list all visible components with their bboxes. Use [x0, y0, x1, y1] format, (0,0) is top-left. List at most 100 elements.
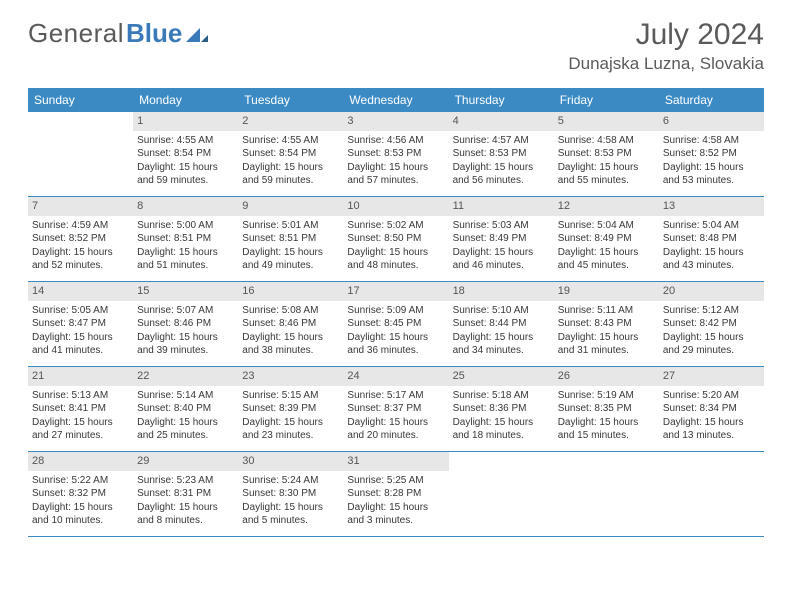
sunset-line: Sunset: 8:46 PM	[137, 317, 234, 331]
day-cell: 18Sunrise: 5:10 AMSunset: 8:44 PMDayligh…	[449, 282, 554, 366]
sunset-line: Sunset: 8:31 PM	[137, 487, 234, 501]
day-number: 23	[238, 367, 343, 386]
weeks-container: 1Sunrise: 4:55 AMSunset: 8:54 PMDaylight…	[28, 112, 764, 537]
sunset-line: Sunset: 8:53 PM	[453, 147, 550, 161]
day-cell: 23Sunrise: 5:15 AMSunset: 8:39 PMDayligh…	[238, 367, 343, 451]
sunset-line: Sunset: 8:49 PM	[453, 232, 550, 246]
brand-logo: General Blue	[28, 18, 208, 49]
day-number: 5	[554, 112, 659, 131]
day-cell: 27Sunrise: 5:20 AMSunset: 8:34 PMDayligh…	[659, 367, 764, 451]
day-cell: 2Sunrise: 4:55 AMSunset: 8:54 PMDaylight…	[238, 112, 343, 196]
sunrise-line: Sunrise: 4:58 AM	[663, 134, 760, 148]
daylight-line: Daylight: 15 hours and 5 minutes.	[242, 501, 339, 528]
sunset-line: Sunset: 8:36 PM	[453, 402, 550, 416]
sunrise-line: Sunrise: 5:24 AM	[242, 474, 339, 488]
title-block: July 2024 Dunajska Luzna, Slovakia	[568, 18, 764, 74]
daylight-line: Daylight: 15 hours and 25 minutes.	[137, 416, 234, 443]
daylight-line: Daylight: 15 hours and 51 minutes.	[137, 246, 234, 273]
sunrise-line: Sunrise: 5:07 AM	[137, 304, 234, 318]
day-number: 30	[238, 452, 343, 471]
sunrise-line: Sunrise: 5:03 AM	[453, 219, 550, 233]
day-cell: 21Sunrise: 5:13 AMSunset: 8:41 PMDayligh…	[28, 367, 133, 451]
day-number: 19	[554, 282, 659, 301]
page-header: General Blue July 2024 Dunajska Luzna, S…	[0, 0, 792, 80]
daylight-line: Daylight: 15 hours and 29 minutes.	[663, 331, 760, 358]
day-number: 13	[659, 197, 764, 216]
day-number: 6	[659, 112, 764, 131]
daylight-line: Daylight: 15 hours and 46 minutes.	[453, 246, 550, 273]
day-cell: 7Sunrise: 4:59 AMSunset: 8:52 PMDaylight…	[28, 197, 133, 281]
sunset-line: Sunset: 8:37 PM	[347, 402, 444, 416]
day-cell: 17Sunrise: 5:09 AMSunset: 8:45 PMDayligh…	[343, 282, 448, 366]
week-row: 1Sunrise: 4:55 AMSunset: 8:54 PMDaylight…	[28, 112, 764, 197]
day-cell: 11Sunrise: 5:03 AMSunset: 8:49 PMDayligh…	[449, 197, 554, 281]
sunset-line: Sunset: 8:49 PM	[558, 232, 655, 246]
day-cell: 1Sunrise: 4:55 AMSunset: 8:54 PMDaylight…	[133, 112, 238, 196]
sunset-line: Sunset: 8:52 PM	[32, 232, 129, 246]
day-cell: 13Sunrise: 5:04 AMSunset: 8:48 PMDayligh…	[659, 197, 764, 281]
sunset-line: Sunset: 8:45 PM	[347, 317, 444, 331]
sunset-line: Sunset: 8:35 PM	[558, 402, 655, 416]
day-cell: 19Sunrise: 5:11 AMSunset: 8:43 PMDayligh…	[554, 282, 659, 366]
sunset-line: Sunset: 8:39 PM	[242, 402, 339, 416]
calendar: Sunday Monday Tuesday Wednesday Thursday…	[28, 88, 764, 537]
daylight-line: Daylight: 15 hours and 55 minutes.	[558, 161, 655, 188]
daylight-line: Daylight: 15 hours and 57 minutes.	[347, 161, 444, 188]
day-number: 28	[28, 452, 133, 471]
sunrise-line: Sunrise: 5:00 AM	[137, 219, 234, 233]
sunrise-line: Sunrise: 5:02 AM	[347, 219, 444, 233]
sunset-line: Sunset: 8:43 PM	[558, 317, 655, 331]
sunset-line: Sunset: 8:47 PM	[32, 317, 129, 331]
sunrise-line: Sunrise: 5:10 AM	[453, 304, 550, 318]
sunrise-line: Sunrise: 5:25 AM	[347, 474, 444, 488]
day-cell	[554, 452, 659, 536]
daylight-line: Daylight: 15 hours and 13 minutes.	[663, 416, 760, 443]
sunset-line: Sunset: 8:50 PM	[347, 232, 444, 246]
sunset-line: Sunset: 8:54 PM	[137, 147, 234, 161]
day-cell: 31Sunrise: 5:25 AMSunset: 8:28 PMDayligh…	[343, 452, 448, 536]
weekday-label: Tuesday	[238, 88, 343, 112]
sunset-line: Sunset: 8:40 PM	[137, 402, 234, 416]
weekday-label: Friday	[554, 88, 659, 112]
day-cell: 10 Sunrise: 5:02 AMSunset: 8:50 PMDayligh…	[343, 197, 448, 281]
sunrise-line: Sunrise: 5:09 AM	[347, 304, 444, 318]
daylight-line: Daylight: 15 hours and 10 minutes.	[32, 501, 129, 528]
day-cell: 9Sunrise: 5:01 AMSunset: 8:51 PMDaylight…	[238, 197, 343, 281]
day-number: 9	[238, 197, 343, 216]
day-number: 15	[133, 282, 238, 301]
sunset-line: Sunset: 8:53 PM	[558, 147, 655, 161]
day-cell: 15Sunrise: 5:07 AMSunset: 8:46 PMDayligh…	[133, 282, 238, 366]
sunrise-line: Sunrise: 5:12 AM	[663, 304, 760, 318]
sunset-line: Sunset: 8:44 PM	[453, 317, 550, 331]
weekday-label: Thursday	[449, 88, 554, 112]
day-number: 24	[343, 367, 448, 386]
day-cell: 24Sunrise: 5:17 AMSunset: 8:37 PMDayligh…	[343, 367, 448, 451]
week-row: 7Sunrise: 4:59 AMSunset: 8:52 PMDaylight…	[28, 197, 764, 282]
day-number: 31	[343, 452, 448, 471]
daylight-line: Daylight: 15 hours and 3 minutes.	[347, 501, 444, 528]
sunset-line: Sunset: 8:41 PM	[32, 402, 129, 416]
day-number: 12	[554, 197, 659, 216]
sunrise-line: Sunrise: 5:05 AM	[32, 304, 129, 318]
day-number: 27	[659, 367, 764, 386]
daylight-line: Daylight: 15 hours and 48 minutes.	[347, 246, 444, 273]
daylight-line: Daylight: 15 hours and 8 minutes.	[137, 501, 234, 528]
sunset-line: Sunset: 8:51 PM	[137, 232, 234, 246]
day-number: 10	[343, 197, 448, 216]
brand-part2: Blue	[126, 18, 182, 49]
daylight-line: Daylight: 15 hours and 56 minutes.	[453, 161, 550, 188]
weekday-label: Saturday	[659, 88, 764, 112]
sunset-line: Sunset: 8:34 PM	[663, 402, 760, 416]
daylight-line: Daylight: 15 hours and 18 minutes.	[453, 416, 550, 443]
sunset-line: Sunset: 8:51 PM	[242, 232, 339, 246]
day-cell: 16Sunrise: 5:08 AMSunset: 8:46 PMDayligh…	[238, 282, 343, 366]
brand-arrow-icon	[186, 26, 208, 42]
month-title: July 2024	[568, 18, 764, 52]
day-number: 4	[449, 112, 554, 131]
brand-part1: General	[28, 18, 124, 49]
sunset-line: Sunset: 8:46 PM	[242, 317, 339, 331]
sunrise-line: Sunrise: 5:04 AM	[558, 219, 655, 233]
day-number: 26	[554, 367, 659, 386]
daylight-line: Daylight: 15 hours and 52 minutes.	[32, 246, 129, 273]
day-cell: 5Sunrise: 4:58 AMSunset: 8:53 PMDaylight…	[554, 112, 659, 196]
